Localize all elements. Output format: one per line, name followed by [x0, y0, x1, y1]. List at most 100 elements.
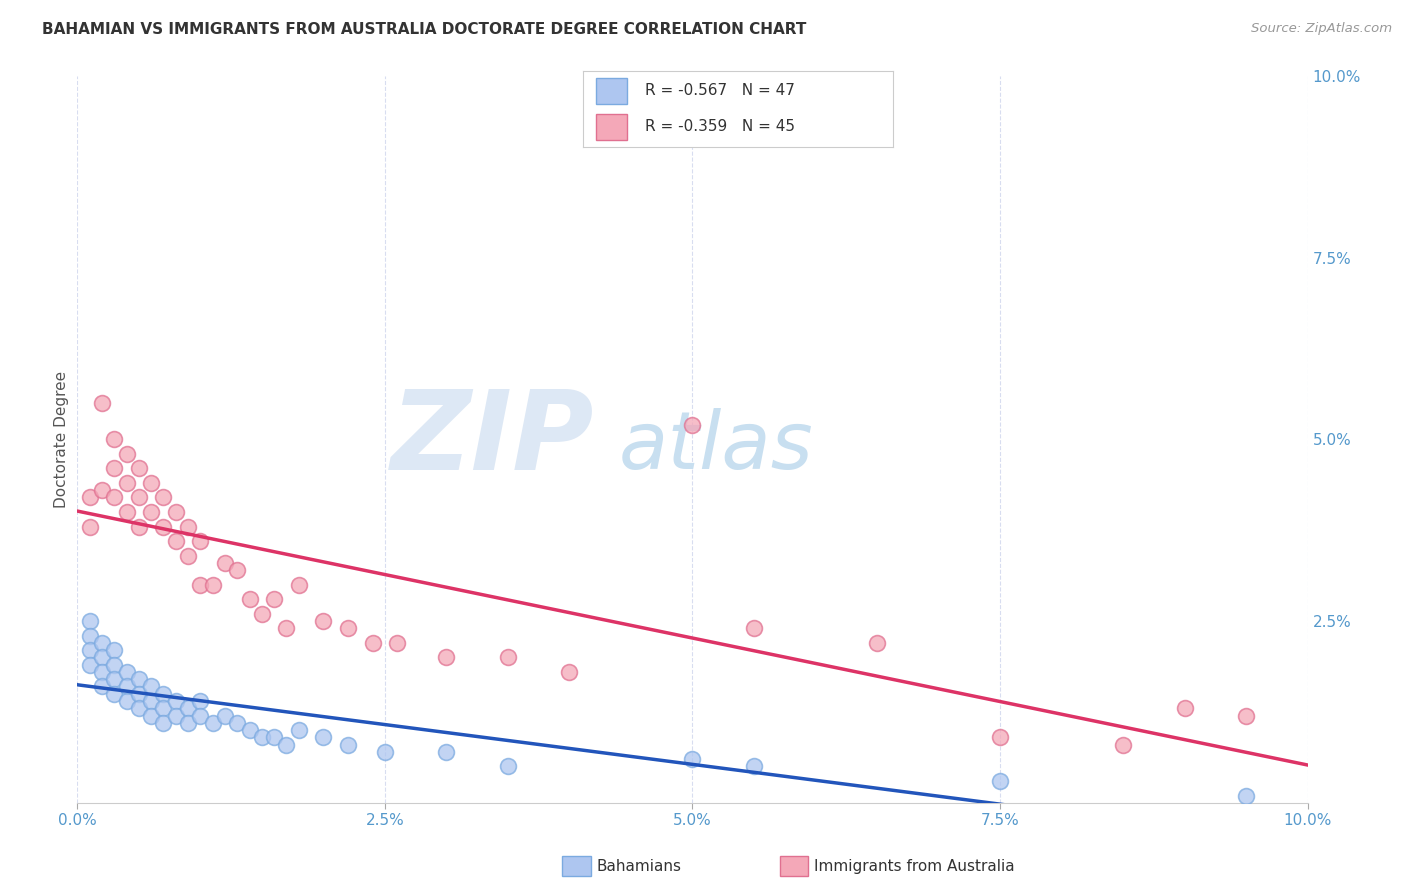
Text: BAHAMIAN VS IMMIGRANTS FROM AUSTRALIA DOCTORATE DEGREE CORRELATION CHART: BAHAMIAN VS IMMIGRANTS FROM AUSTRALIA DO… — [42, 22, 807, 37]
Point — [1174, 701, 1197, 715]
Point — [866, 636, 889, 650]
Point — [152, 491, 174, 505]
Point — [141, 694, 163, 708]
Point — [558, 665, 581, 679]
Point — [141, 505, 163, 519]
Point — [436, 650, 458, 665]
Point — [374, 745, 396, 759]
Point — [115, 665, 138, 679]
Point — [263, 592, 285, 607]
Point — [742, 759, 765, 773]
Point — [188, 534, 212, 549]
Point — [152, 701, 174, 715]
Point — [337, 621, 360, 635]
Point — [128, 519, 150, 533]
Point — [128, 461, 150, 475]
Point — [742, 621, 765, 635]
Point — [90, 636, 114, 650]
Text: Bahamians: Bahamians — [596, 859, 681, 873]
Text: R = -0.567   N = 47: R = -0.567 N = 47 — [645, 83, 796, 98]
Point — [436, 745, 458, 759]
Point — [115, 694, 138, 708]
Point — [312, 614, 335, 628]
Point — [226, 715, 249, 730]
Point — [90, 680, 114, 694]
Point — [214, 708, 236, 723]
Point — [177, 715, 200, 730]
Point — [201, 578, 224, 592]
Point — [288, 723, 311, 737]
Point — [79, 519, 101, 533]
Point — [1112, 738, 1135, 752]
Point — [1234, 708, 1257, 723]
Point — [263, 731, 285, 745]
Text: atlas: atlas — [619, 408, 814, 485]
Text: ZIP: ZIP — [391, 386, 595, 492]
Point — [90, 483, 114, 498]
Point — [128, 491, 150, 505]
Point — [103, 461, 125, 475]
Point — [214, 556, 236, 570]
Point — [90, 396, 114, 410]
Point — [988, 774, 1011, 789]
Point — [141, 475, 163, 490]
Point — [1234, 789, 1257, 803]
Point — [682, 752, 704, 766]
Point — [239, 723, 262, 737]
Point — [128, 701, 150, 715]
Text: R = -0.359   N = 45: R = -0.359 N = 45 — [645, 119, 796, 134]
Point — [141, 708, 163, 723]
Point — [385, 636, 409, 650]
Point — [201, 715, 224, 730]
Y-axis label: Doctorate Degree: Doctorate Degree — [53, 371, 69, 508]
FancyBboxPatch shape — [596, 114, 627, 140]
Point — [79, 657, 101, 672]
Point — [165, 694, 187, 708]
Point — [115, 475, 138, 490]
Point — [188, 578, 212, 592]
Point — [90, 650, 114, 665]
Text: Immigrants from Australia: Immigrants from Australia — [814, 859, 1015, 873]
Point — [152, 687, 174, 701]
Point — [988, 731, 1011, 745]
Point — [276, 621, 298, 635]
Point — [90, 665, 114, 679]
Point — [79, 629, 101, 643]
Point — [177, 519, 200, 533]
Point — [496, 759, 519, 773]
Point — [188, 708, 212, 723]
Point — [79, 491, 101, 505]
Point — [79, 614, 101, 628]
Point — [115, 680, 138, 694]
Point — [250, 607, 273, 621]
Point — [165, 534, 187, 549]
Point — [141, 680, 163, 694]
Point — [128, 687, 150, 701]
Point — [103, 433, 125, 447]
Point — [103, 672, 125, 686]
Point — [288, 578, 311, 592]
Point — [239, 592, 262, 607]
Point — [152, 519, 174, 533]
Point — [312, 731, 335, 745]
Point — [103, 687, 125, 701]
Point — [115, 447, 138, 461]
Point — [165, 505, 187, 519]
Point — [152, 715, 174, 730]
Point — [188, 694, 212, 708]
Point — [165, 708, 187, 723]
Point — [250, 731, 273, 745]
Point — [177, 549, 200, 563]
Point — [276, 738, 298, 752]
Point — [79, 643, 101, 657]
Point — [337, 738, 360, 752]
Point — [361, 636, 384, 650]
Point — [177, 701, 200, 715]
Point — [682, 417, 704, 432]
Point — [103, 491, 125, 505]
FancyBboxPatch shape — [596, 78, 627, 104]
Point — [103, 643, 125, 657]
Point — [115, 505, 138, 519]
Point — [128, 672, 150, 686]
Point — [103, 657, 125, 672]
